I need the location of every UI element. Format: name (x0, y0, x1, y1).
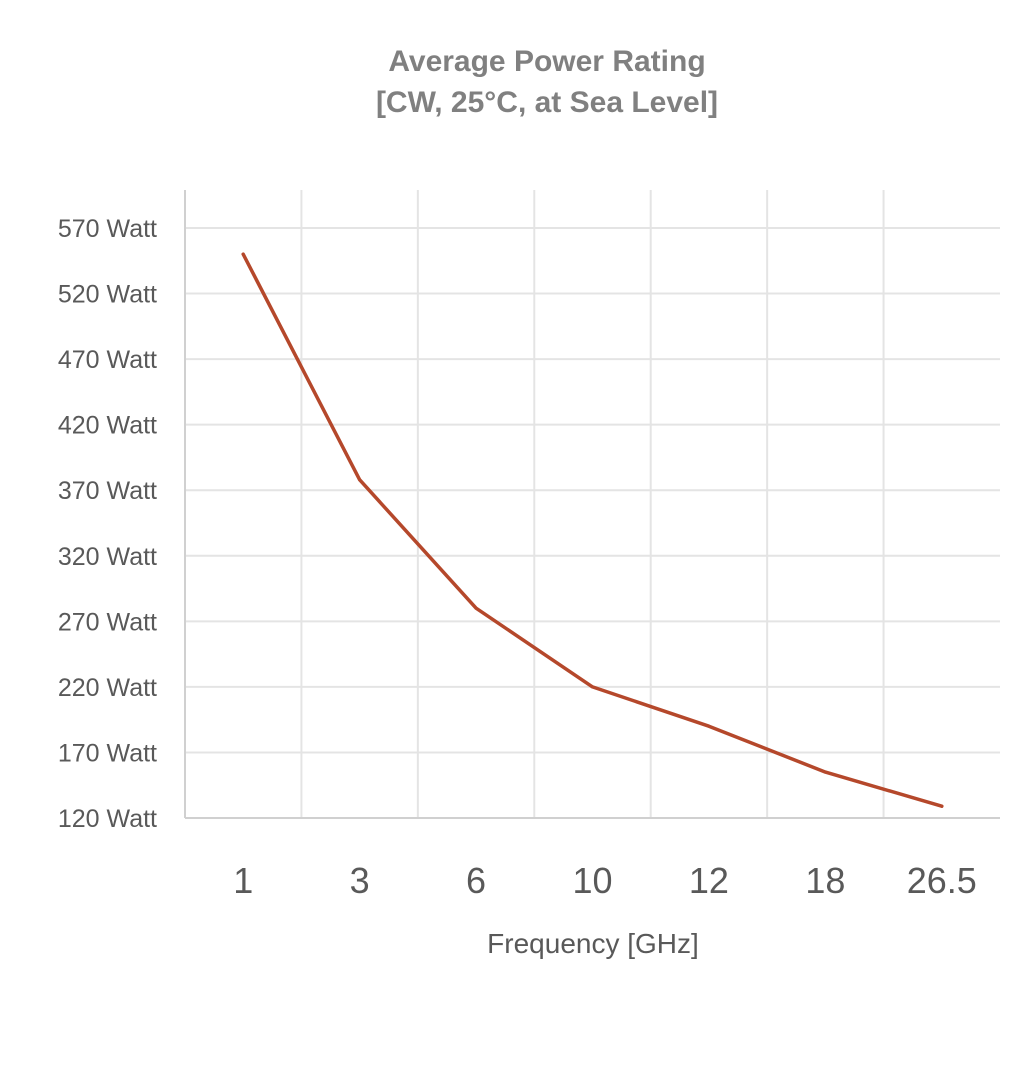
y-tick-label: 370 Watt (58, 477, 157, 505)
y-tick-label: 220 Watt (58, 674, 157, 702)
grid (185, 190, 1000, 818)
data-point (707, 724, 711, 728)
x-tick-label: 12 (689, 860, 729, 901)
x-axis-label: Frequency [GHz] (487, 928, 699, 959)
y-tick-label: 320 Watt (58, 543, 157, 571)
labels: 570 Watt 520 Watt 470 Watt 420 Watt 370 Watt… (58, 215, 977, 901)
y-tick-label: 120 Watt (58, 805, 157, 833)
data-point (940, 804, 944, 808)
y-tick-label: 270 Watt (58, 608, 157, 636)
y-tick-label: 470 Watt (58, 346, 157, 374)
chart-subtitle: [CW, 25°C, at Sea Level] (375, 86, 719, 119)
data-point (474, 606, 478, 610)
x-tick-label: 1 (233, 860, 253, 901)
series-line (241, 252, 944, 808)
data-point (823, 770, 827, 774)
data-point (591, 685, 594, 689)
x-tick-label: 26.5 (907, 860, 977, 901)
series-layer (241, 252, 944, 808)
x-tick-label: 10 (572, 860, 612, 901)
chart-title: Average Power Rating (388, 45, 706, 78)
data-point (358, 478, 362, 482)
axes (184, 190, 1000, 819)
y-tick-label: 520 Watt (58, 281, 157, 309)
y-tick-label: 570 Watt (58, 215, 157, 243)
x-tick-label: 18 (805, 860, 845, 901)
x-tick-label: 3 (350, 860, 370, 901)
data-point (241, 252, 245, 256)
x-tick-label: 6 (466, 860, 486, 901)
y-tick-label: 420 Watt (58, 412, 157, 440)
y-tick-label: 170 Watt (58, 739, 157, 767)
